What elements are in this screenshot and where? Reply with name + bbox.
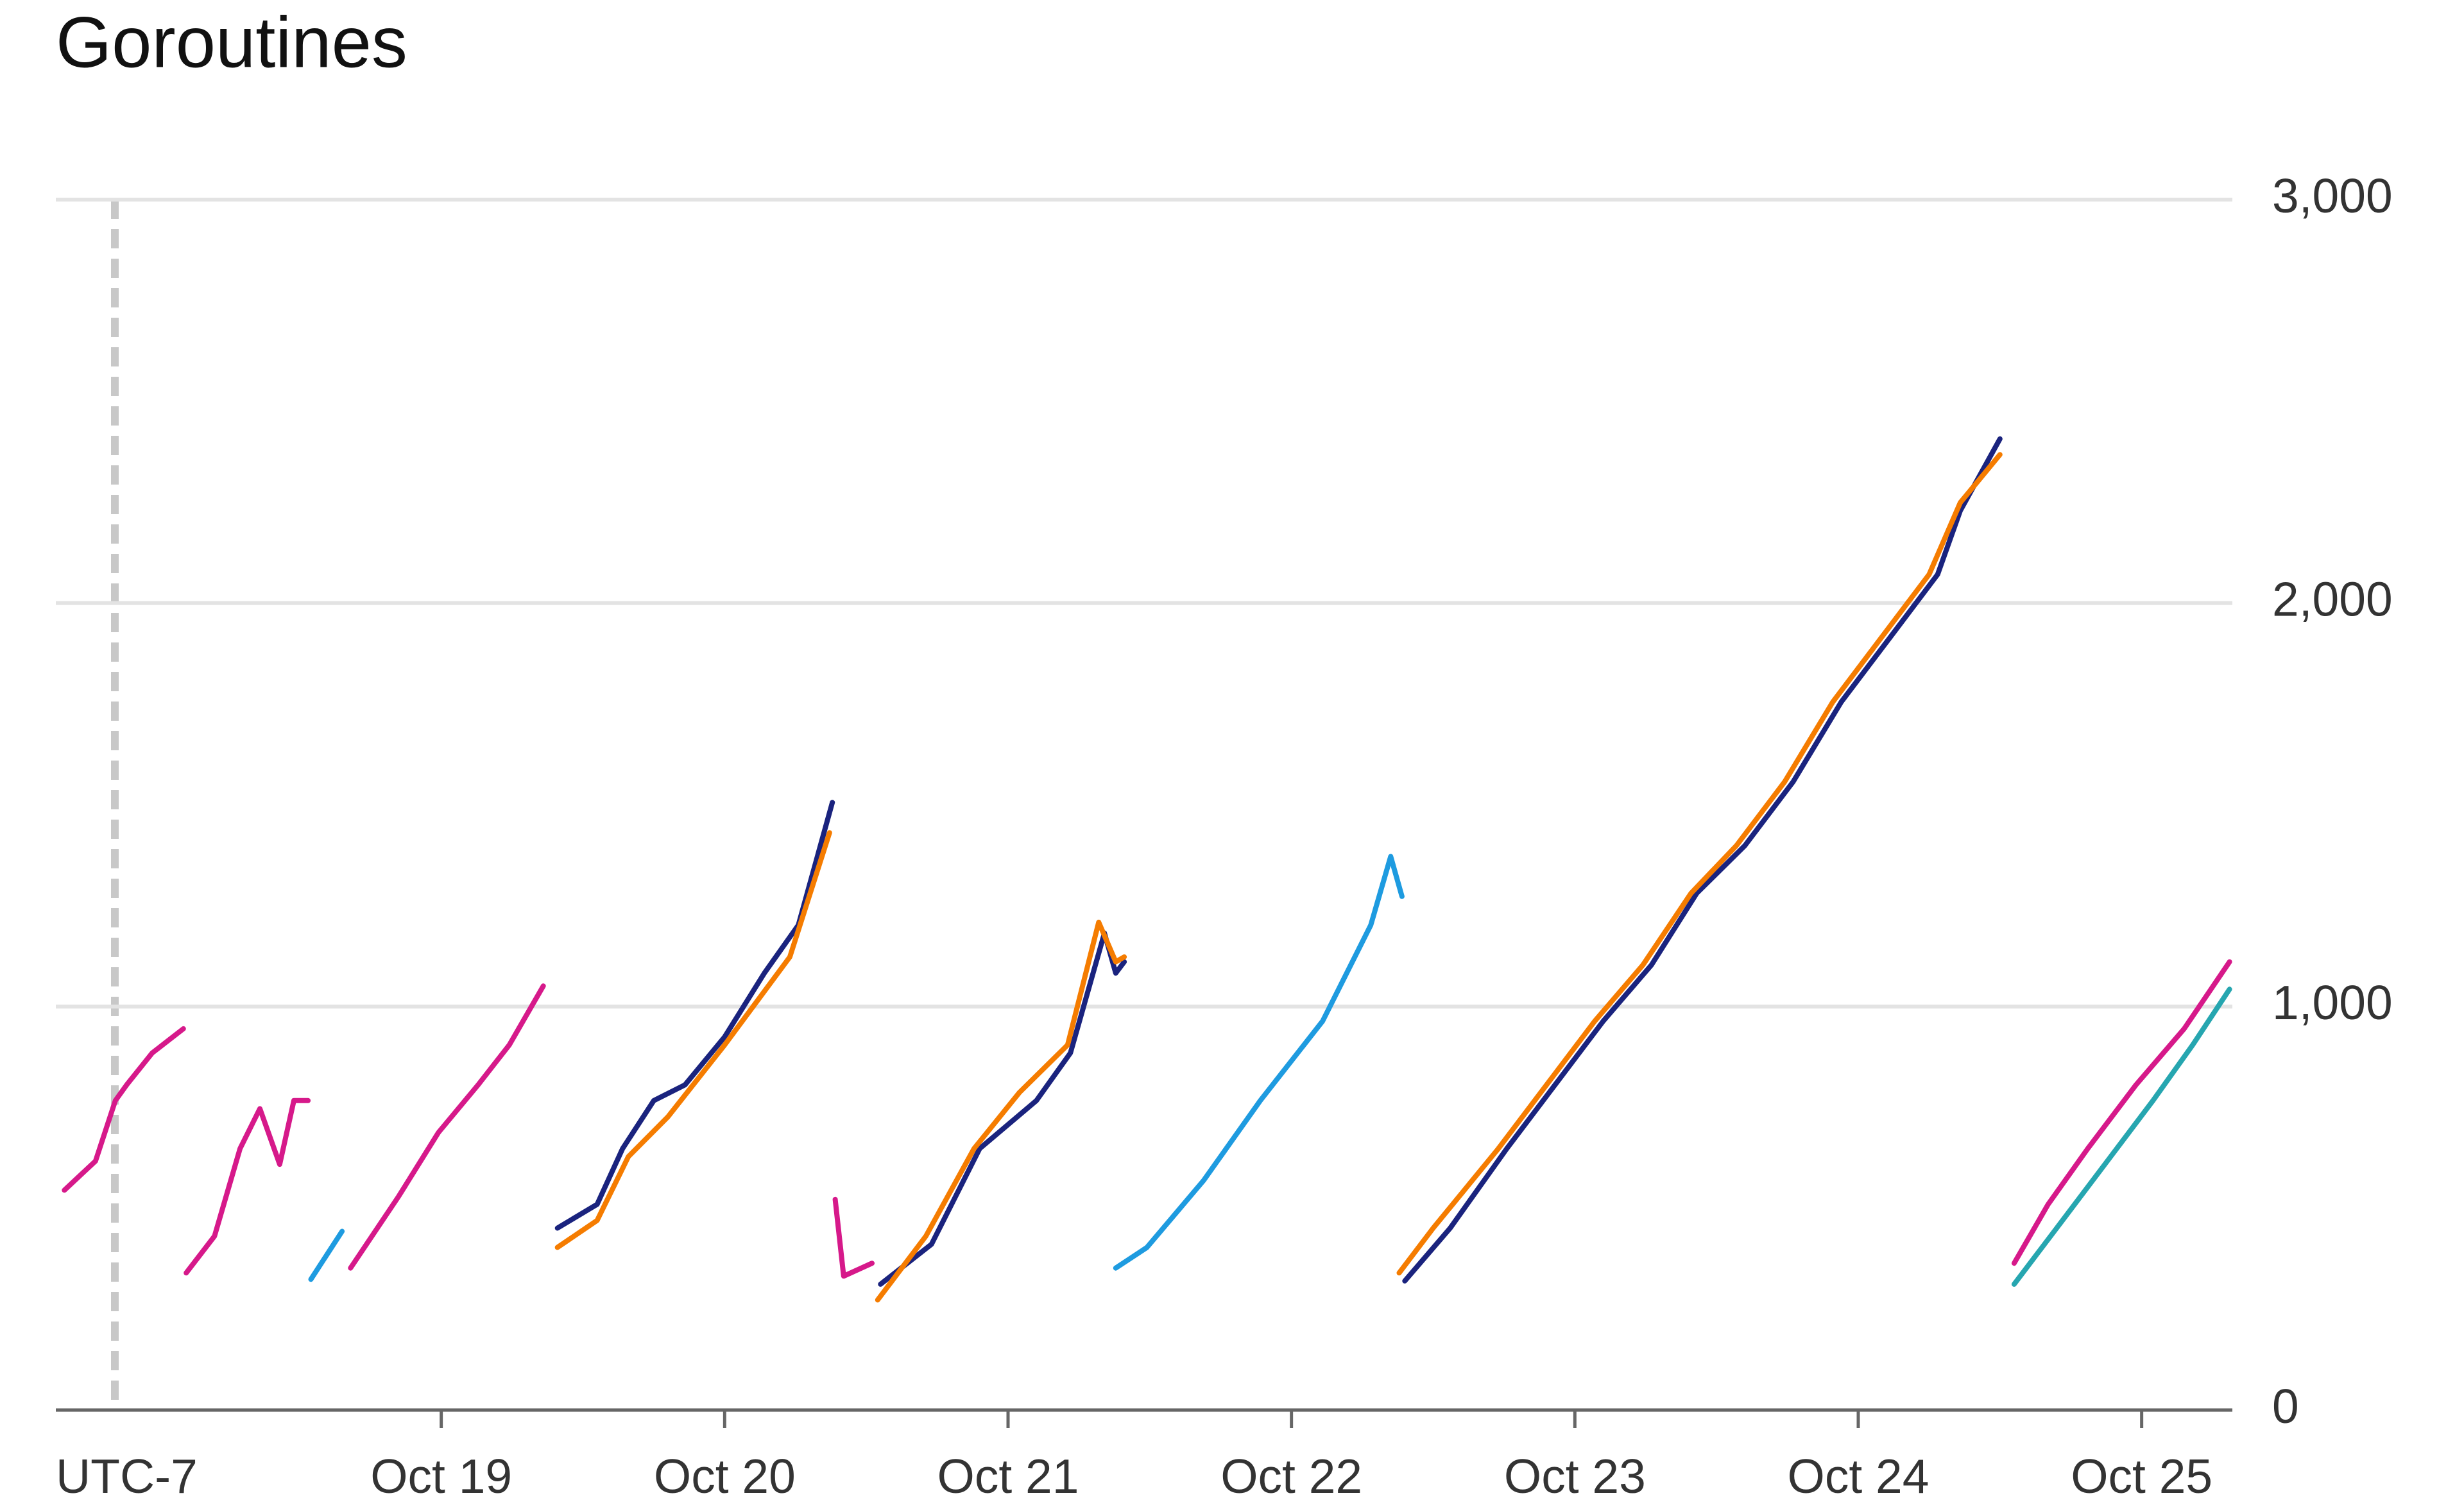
x-tick-label: Oct 21 <box>937 1449 1079 1498</box>
y-tick-label: 1,000 <box>2272 976 2393 1029</box>
x-tick-label: Oct 22 <box>1220 1449 1362 1498</box>
y-tick-label: 0 <box>2272 1379 2299 1433</box>
chart-title: Goroutines <box>56 3 407 83</box>
x-tick-label: Oct 19 <box>370 1449 512 1498</box>
x-tick-label: Oct 20 <box>654 1449 796 1498</box>
series-line <box>2011 986 2232 1287</box>
x-tick-label: Oct 23 <box>1504 1449 1646 1498</box>
series-line <box>62 959 2232 1279</box>
y-tick-label: 3,000 <box>2272 169 2393 223</box>
series-line <box>308 854 1405 1282</box>
series-line <box>554 436 2003 1287</box>
timezone-label: UTC-7 <box>56 1449 198 1498</box>
series-line <box>554 452 2003 1303</box>
x-tick-label: Oct 24 <box>1788 1449 1929 1498</box>
y-tick-label: 2,000 <box>2272 572 2393 626</box>
x-tick-label: Oct 25 <box>2071 1449 2212 1498</box>
